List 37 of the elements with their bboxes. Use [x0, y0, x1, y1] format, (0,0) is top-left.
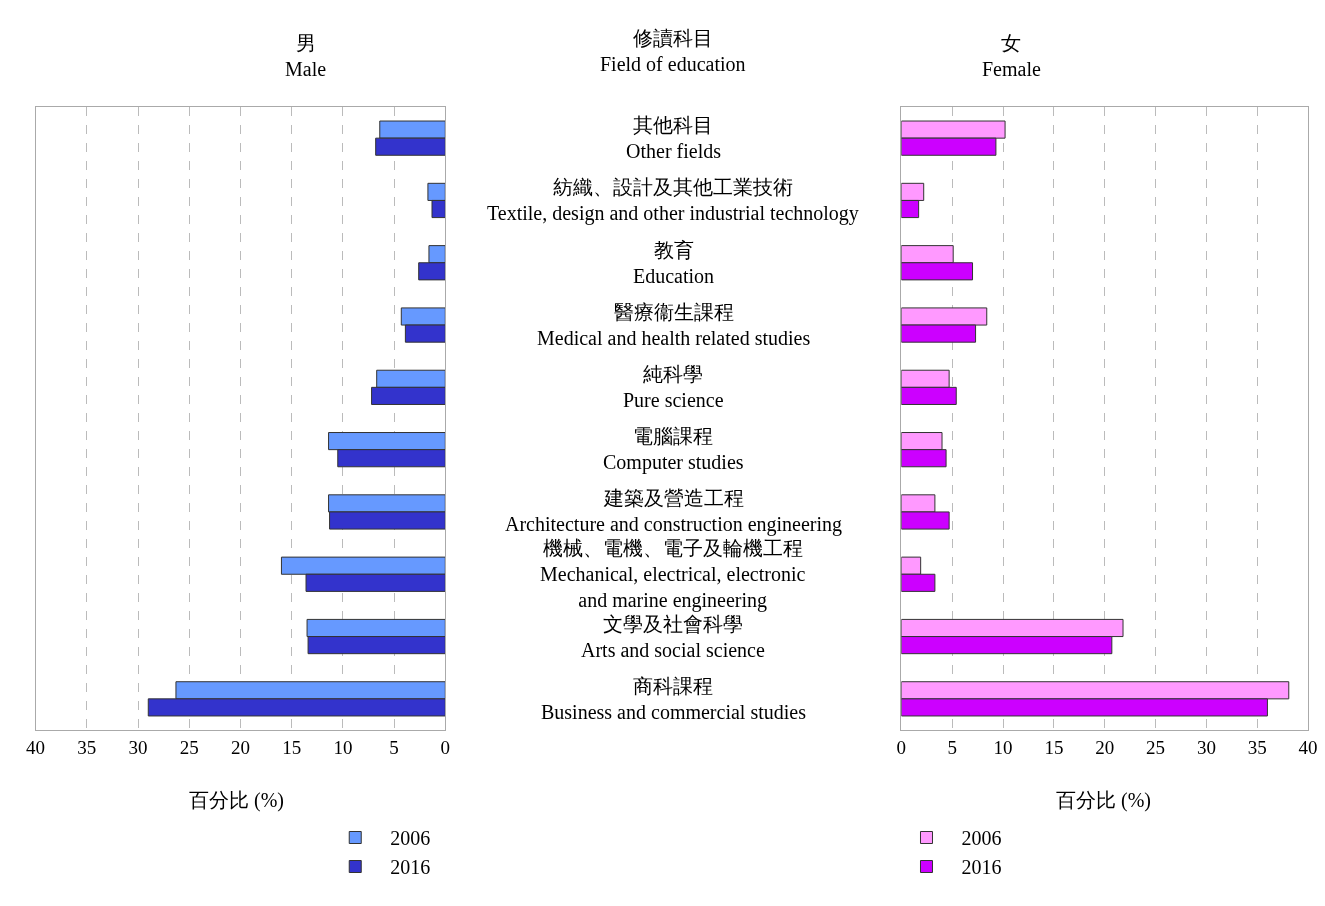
legend-label: 2006 [961, 827, 1002, 850]
legend-label: 2016 [961, 856, 1002, 879]
y-tick-label: 商科課程 Business and commercial studies [541, 675, 807, 723]
y-tick-label: 建築及營造工程 Architecture and construction engineering [505, 487, 843, 536]
x-tick-label: 15 [1044, 736, 1064, 758]
x-tick-label: 20 [1095, 736, 1115, 758]
chart-title: 男 Male [285, 32, 327, 80]
x-tick-label: 40 [1298, 736, 1318, 758]
y-tick-label: 機械、電機、電子及輪機工程 Mechanical, electrical, electronic and marine engineering [540, 537, 806, 612]
legend-label: 2016 [390, 856, 431, 879]
x-tick-label: 20 [230, 736, 250, 758]
y-tick-label: 紡織、設計及其他工業技術 Textile, design and other industrial technology [487, 176, 859, 225]
x-tick-label: 15 [282, 736, 302, 758]
x-tick-label: 35 [77, 736, 97, 758]
y-tick-label: 電腦課程 Computer studies [603, 425, 744, 474]
x-tick-label: 10 [993, 736, 1013, 758]
y-axis-title: 修讀科目 Field of education [600, 27, 746, 75]
x-tick-label: 25 [179, 736, 199, 758]
x-axis-title: 百分比 (%) [1056, 789, 1151, 812]
x-tick-label: 0 [896, 736, 907, 758]
x-tick-label: 10 [333, 736, 353, 758]
x-tick-label: 40 [26, 736, 46, 758]
x-tick-label: 0 [440, 736, 451, 758]
x-tick-label: 25 [1146, 736, 1166, 758]
x-tick-label: 5 [389, 736, 399, 758]
y-tick-label: 其他科目 Other fields [626, 114, 722, 162]
x-tick-label: 30 [1196, 736, 1216, 758]
y-tick-label: 醫療衞生課程 Medical and health related studies [537, 301, 811, 349]
x-tick-label: 30 [128, 736, 148, 758]
chart-title: 女 Female [982, 32, 1041, 80]
legend-label: 2006 [390, 827, 431, 850]
y-tick-label: 教育 Education [633, 239, 715, 287]
x-tick-label: 35 [1247, 736, 1267, 758]
y-tick-label: 純科學 Pure science [623, 363, 724, 411]
x-axis-title: 百分比 (%) [189, 789, 284, 812]
y-tick-label: 文學及社會科學 Arts and social science [581, 613, 765, 661]
x-tick-label: 5 [947, 736, 957, 758]
